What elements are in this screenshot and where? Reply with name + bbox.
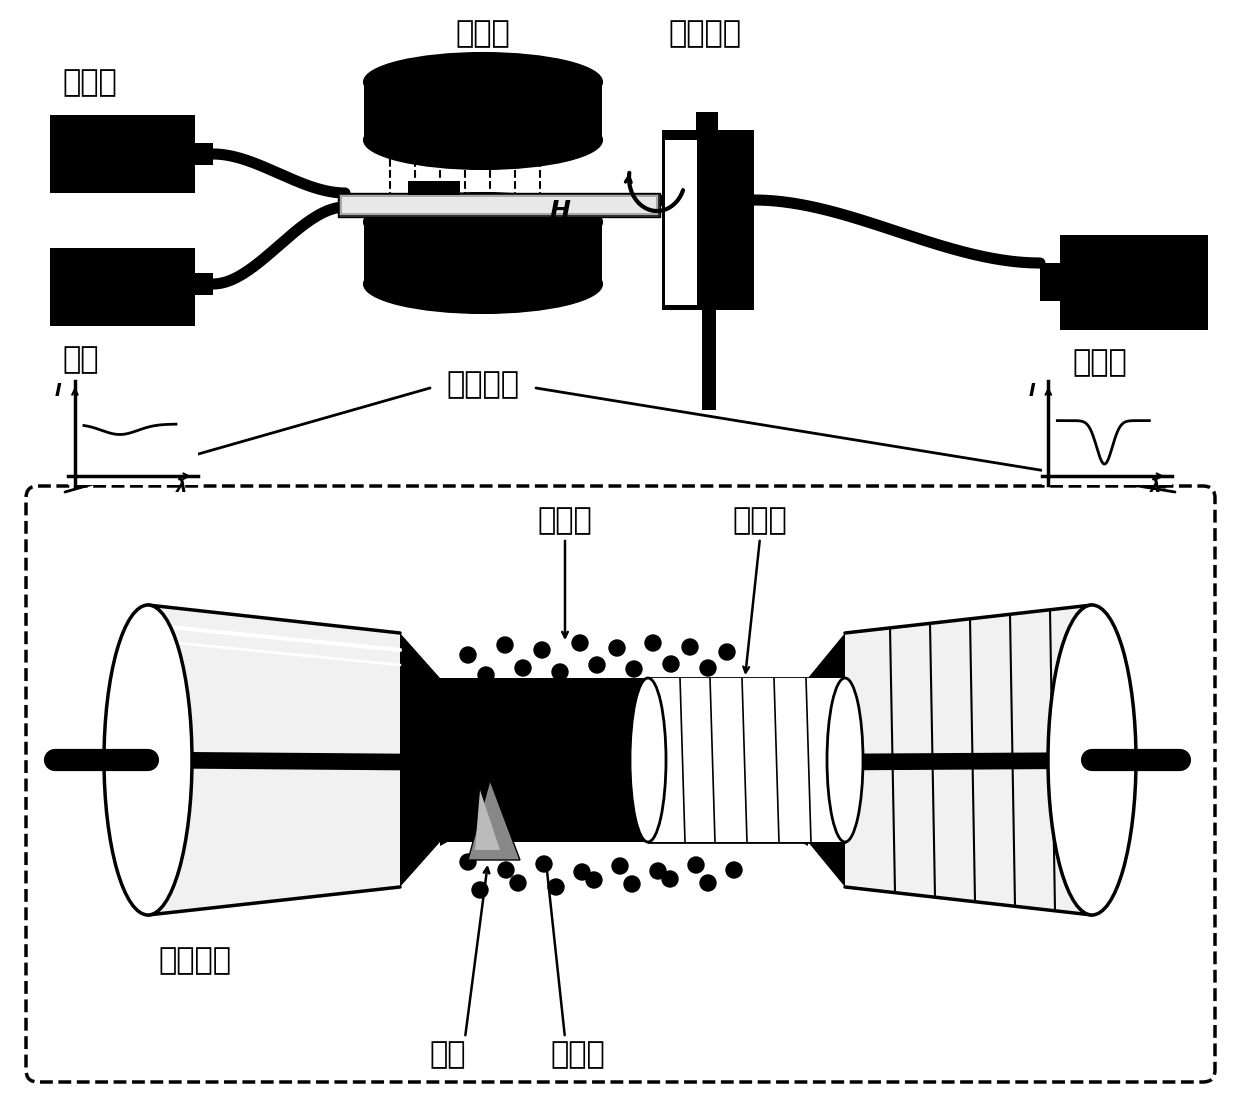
Ellipse shape <box>1048 606 1136 915</box>
Polygon shape <box>467 780 520 860</box>
Bar <box>1060 235 1208 330</box>
Polygon shape <box>786 726 808 750</box>
Polygon shape <box>786 750 808 774</box>
Polygon shape <box>786 798 808 822</box>
Text: 旋转平台: 旋转平台 <box>668 19 742 48</box>
Ellipse shape <box>365 255 601 313</box>
Bar <box>696 112 718 132</box>
Bar <box>50 115 195 193</box>
Polygon shape <box>786 678 808 702</box>
Circle shape <box>498 862 515 878</box>
Circle shape <box>587 872 601 887</box>
Text: I: I <box>1028 382 1035 400</box>
Bar <box>195 143 213 165</box>
Text: λ: λ <box>1149 478 1161 496</box>
Polygon shape <box>475 790 500 850</box>
Circle shape <box>510 875 526 891</box>
Polygon shape <box>440 702 463 726</box>
Polygon shape <box>401 633 440 887</box>
Circle shape <box>536 856 552 872</box>
Polygon shape <box>786 702 808 726</box>
Circle shape <box>574 864 590 880</box>
Circle shape <box>534 642 551 658</box>
Ellipse shape <box>365 193 601 251</box>
Polygon shape <box>649 678 844 842</box>
Polygon shape <box>808 633 844 887</box>
Text: 倏逝波: 倏逝波 <box>551 1040 605 1068</box>
Bar <box>365 222 601 284</box>
Bar <box>662 131 754 310</box>
Ellipse shape <box>365 53 601 111</box>
Ellipse shape <box>630 678 666 842</box>
Circle shape <box>719 644 735 660</box>
Circle shape <box>688 857 704 873</box>
Bar <box>339 193 660 217</box>
Text: 双模光纤: 双模光纤 <box>157 946 231 975</box>
Bar <box>408 181 460 195</box>
Text: λ: λ <box>176 478 187 496</box>
Polygon shape <box>440 822 463 846</box>
Bar <box>50 248 195 326</box>
Circle shape <box>701 660 715 676</box>
Ellipse shape <box>827 678 863 842</box>
Circle shape <box>682 638 698 655</box>
Text: 传感单元: 传感单元 <box>446 370 520 399</box>
Polygon shape <box>440 726 463 750</box>
Bar <box>365 82 601 140</box>
Ellipse shape <box>365 111 601 169</box>
Polygon shape <box>148 606 401 915</box>
Polygon shape <box>440 678 808 842</box>
Circle shape <box>650 863 666 879</box>
Circle shape <box>460 647 476 663</box>
Circle shape <box>626 661 642 677</box>
Circle shape <box>472 882 489 898</box>
Ellipse shape <box>104 606 192 915</box>
Bar <box>195 273 213 295</box>
Bar <box>340 195 658 215</box>
Bar <box>342 197 656 213</box>
Bar <box>1040 263 1061 301</box>
Text: 光谱仪: 光谱仪 <box>1073 348 1127 377</box>
Circle shape <box>645 635 661 651</box>
Circle shape <box>609 640 625 656</box>
Text: H: H <box>549 199 570 223</box>
Polygon shape <box>440 774 463 798</box>
Circle shape <box>497 637 513 653</box>
FancyBboxPatch shape <box>26 486 1215 1082</box>
Polygon shape <box>440 678 463 702</box>
Polygon shape <box>786 774 808 798</box>
Polygon shape <box>440 798 463 822</box>
Text: 电磁铁: 电磁铁 <box>455 19 511 48</box>
Bar <box>665 140 697 305</box>
Circle shape <box>460 853 476 870</box>
Polygon shape <box>786 822 808 846</box>
Bar <box>702 310 715 410</box>
Circle shape <box>725 862 742 878</box>
Polygon shape <box>844 606 1092 915</box>
Polygon shape <box>440 750 463 774</box>
Text: 光源: 光源 <box>62 344 98 374</box>
Circle shape <box>589 657 605 672</box>
Text: 毛细管: 毛细管 <box>733 506 787 535</box>
Circle shape <box>613 858 627 874</box>
Circle shape <box>662 871 678 887</box>
Circle shape <box>515 660 531 676</box>
Circle shape <box>663 656 680 672</box>
Circle shape <box>701 875 715 891</box>
Text: 高斯计: 高斯计 <box>62 68 117 97</box>
Text: 磁流体: 磁流体 <box>538 506 593 535</box>
Circle shape <box>552 664 568 680</box>
Text: I: I <box>55 382 62 400</box>
Circle shape <box>624 877 640 892</box>
Circle shape <box>572 635 588 651</box>
Text: 金膜: 金膜 <box>430 1040 466 1068</box>
Circle shape <box>548 879 564 895</box>
Circle shape <box>477 667 494 683</box>
